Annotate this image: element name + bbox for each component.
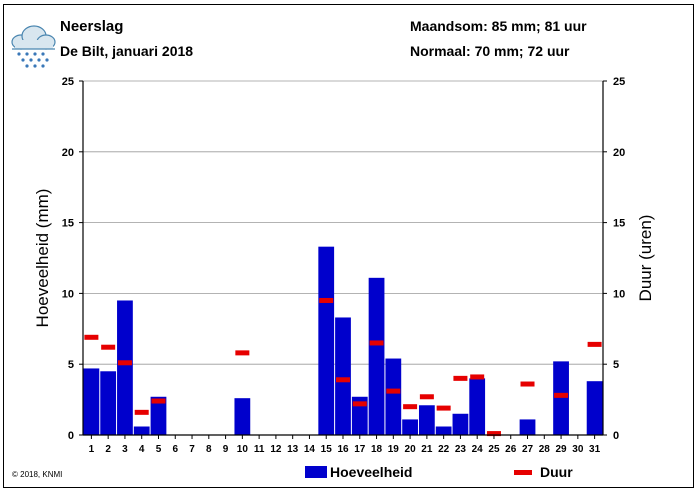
marker-duration-day-27 xyxy=(520,381,535,387)
marker-duration-day-16 xyxy=(336,377,350,383)
x-tick-label: 3 xyxy=(122,444,128,455)
y-tick-label: 15 xyxy=(62,218,74,230)
x-tick-label: 25 xyxy=(488,444,500,455)
marker-duration-day-10 xyxy=(235,350,250,356)
x-tick-label: 30 xyxy=(572,444,584,455)
marker-duration-day-31 xyxy=(587,341,602,347)
bar-amount-day-5 xyxy=(150,396,167,435)
chart-subtitle: De Bilt, januari 2018 xyxy=(60,43,194,59)
y-tick-label: 20 xyxy=(62,147,74,159)
y2-tick-label: 25 xyxy=(613,76,625,88)
y-tick-label: 0 xyxy=(68,430,74,442)
marker-duration-day-21 xyxy=(419,394,434,400)
x-tick-label: 13 xyxy=(287,444,299,455)
bar-amount-day-29 xyxy=(553,361,569,435)
x-tick-label: 31 xyxy=(589,444,601,455)
marker-duration-day-25 xyxy=(486,431,501,437)
bar-amount-day-19 xyxy=(385,358,402,435)
y-tick-label: 5 xyxy=(68,359,74,371)
y2-tick-label: 10 xyxy=(613,288,625,300)
bar-amount-day-1 xyxy=(83,368,100,435)
x-tick-label: 5 xyxy=(156,444,162,455)
legend-swatch-amount xyxy=(305,466,327,478)
y2-tick-label: 5 xyxy=(613,359,619,371)
bar-amount-day-18 xyxy=(368,277,385,435)
marker-duration-day-22 xyxy=(436,405,451,411)
x-tick-label: 21 xyxy=(421,444,433,455)
legend-swatch-duration xyxy=(514,470,532,475)
marker-duration-day-29 xyxy=(554,392,569,398)
marker-duration-day-23 xyxy=(453,375,468,381)
x-tick-label: 4 xyxy=(139,444,145,455)
copyright-text: © 2018, KNMI xyxy=(12,470,63,479)
legend-label-duration: Duur xyxy=(540,464,573,480)
bar-amount-day-16 xyxy=(335,317,351,435)
legend-label-amount: Hoeveelheid xyxy=(330,464,413,480)
x-tick-label: 11 xyxy=(254,444,265,455)
x-tick-label: 28 xyxy=(539,444,551,455)
marker-duration-day-4 xyxy=(134,409,149,415)
bar-amount-day-15 xyxy=(318,246,335,435)
month-sum-text: Maandsom: 85 mm; 81 uur xyxy=(410,18,587,34)
bar-amount-day-10 xyxy=(234,398,251,435)
bar-amount-day-21 xyxy=(418,405,435,435)
chart-title: Neerslag xyxy=(60,18,124,35)
x-tick-label: 14 xyxy=(304,444,316,455)
bar-amount-day-24 xyxy=(469,378,486,435)
marker-duration-day-2 xyxy=(101,344,116,350)
marker-duration-day-3 xyxy=(117,360,132,366)
bar-amount-day-3 xyxy=(117,300,133,435)
x-tick-label: 9 xyxy=(223,444,229,455)
x-tick-label: 22 xyxy=(438,444,450,455)
x-tick-label: 18 xyxy=(371,444,383,455)
x-tick-label: 29 xyxy=(556,444,568,455)
y2-tick-label: 20 xyxy=(613,147,625,159)
x-tick-label: 26 xyxy=(505,444,517,455)
bar-amount-day-23 xyxy=(452,413,469,435)
x-tick-label: 6 xyxy=(172,444,178,455)
normal-text: Normaal: 70 mm; 72 uur xyxy=(410,43,570,59)
marker-duration-day-1 xyxy=(84,334,99,340)
y2-tick-label: 15 xyxy=(613,218,625,230)
bar-amount-day-22 xyxy=(435,426,452,435)
x-tick-label: 8 xyxy=(206,444,212,455)
x-tick-label: 12 xyxy=(270,444,282,455)
x-tick-label: 1 xyxy=(89,444,95,455)
marker-duration-day-17 xyxy=(352,401,367,407)
x-tick-label: 7 xyxy=(189,444,195,455)
y2-axis-title: Duur (uren) xyxy=(636,215,655,302)
x-tick-label: 10 xyxy=(237,444,249,455)
x-tick-label: 23 xyxy=(455,444,467,455)
x-tick-label: 27 xyxy=(522,444,534,455)
x-tick-label: 15 xyxy=(321,444,333,455)
marker-duration-day-15 xyxy=(319,297,334,303)
marker-duration-day-19 xyxy=(386,388,401,394)
bar-amount-day-2 xyxy=(100,371,117,435)
bar-amount-day-20 xyxy=(402,419,418,435)
y-tick-label: 10 xyxy=(62,288,74,300)
bar-amount-day-4 xyxy=(133,426,150,435)
marker-duration-day-20 xyxy=(403,404,418,410)
marker-duration-day-18 xyxy=(369,340,384,346)
y-tick-label: 25 xyxy=(62,76,74,88)
x-tick-label: 2 xyxy=(105,444,111,455)
marker-duration-day-5 xyxy=(151,398,166,404)
bar-amount-day-27 xyxy=(519,419,536,435)
bar-amount-day-31 xyxy=(586,381,603,435)
marker-duration-day-24 xyxy=(470,374,485,380)
x-tick-label: 20 xyxy=(405,444,417,455)
x-tick-label: 16 xyxy=(337,444,349,455)
x-tick-label: 19 xyxy=(388,444,400,455)
rain-cloud-icon xyxy=(11,25,56,68)
x-tick-label: 24 xyxy=(472,444,484,455)
y-axis-title: Hoeveelheid (mm) xyxy=(33,189,52,328)
y2-tick-label: 0 xyxy=(613,430,619,442)
x-tick-label: 17 xyxy=(354,444,366,455)
